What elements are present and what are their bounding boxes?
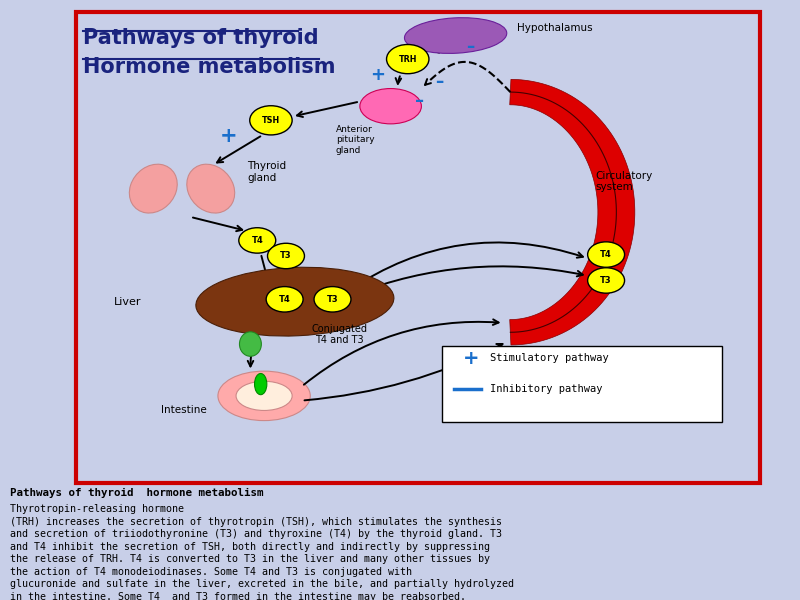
Circle shape [588,242,625,267]
Text: Intestine: Intestine [162,405,207,415]
Text: T4: T4 [600,250,612,259]
Ellipse shape [130,164,178,213]
Text: +: + [370,66,385,84]
Circle shape [267,243,305,269]
Text: +: + [462,349,479,368]
Text: Thyroid
gland: Thyroid gland [247,161,286,183]
Text: –: – [466,38,474,56]
Ellipse shape [405,17,506,53]
Ellipse shape [236,381,292,410]
Text: Liver: Liver [114,296,141,307]
Text: Hypothalamus: Hypothalamus [517,23,593,34]
Text: Pathways of thyroid  hormone metabolism: Pathways of thyroid hormone metabolism [10,488,263,498]
Circle shape [266,287,303,312]
Ellipse shape [360,89,422,124]
Ellipse shape [196,267,394,336]
Polygon shape [510,79,635,345]
Bar [76,12,760,483]
Text: T3: T3 [600,276,612,285]
Ellipse shape [254,373,267,395]
FancyBboxPatch shape [442,346,722,422]
Text: T4: T4 [278,295,290,304]
Circle shape [386,44,429,74]
Text: Hormone metabolism: Hormone metabolism [83,57,335,77]
Text: Pathways of thyroid: Pathways of thyroid [83,28,318,49]
Text: Circulatory
system: Circulatory system [596,171,653,193]
Text: +: + [220,125,238,146]
Text: T3: T3 [326,295,338,304]
Text: Thyrotropin-releasing hormone
(TRH) increases the secretion of thyrotropin (TSH): Thyrotropin-releasing hormone (TRH) incr… [10,504,514,600]
Text: Anterior
pituitary
gland: Anterior pituitary gland [336,125,374,155]
Text: –: – [435,73,443,91]
Text: T4: T4 [251,236,263,245]
Text: Inhibitory pathway: Inhibitory pathway [490,384,602,394]
Circle shape [588,268,625,293]
Circle shape [250,106,292,135]
Text: TRH: TRH [398,55,417,64]
Circle shape [314,287,351,312]
Ellipse shape [187,164,234,213]
Text: T3: T3 [280,251,292,260]
Text: TSH: TSH [262,116,280,125]
Text: Stimulatory pathway: Stimulatory pathway [490,353,609,363]
Text: –: – [414,92,424,110]
Ellipse shape [239,332,262,356]
Ellipse shape [218,371,310,421]
Text: Conjugated
T4 and T3: Conjugated T4 and T3 [311,324,367,346]
Circle shape [238,228,276,253]
